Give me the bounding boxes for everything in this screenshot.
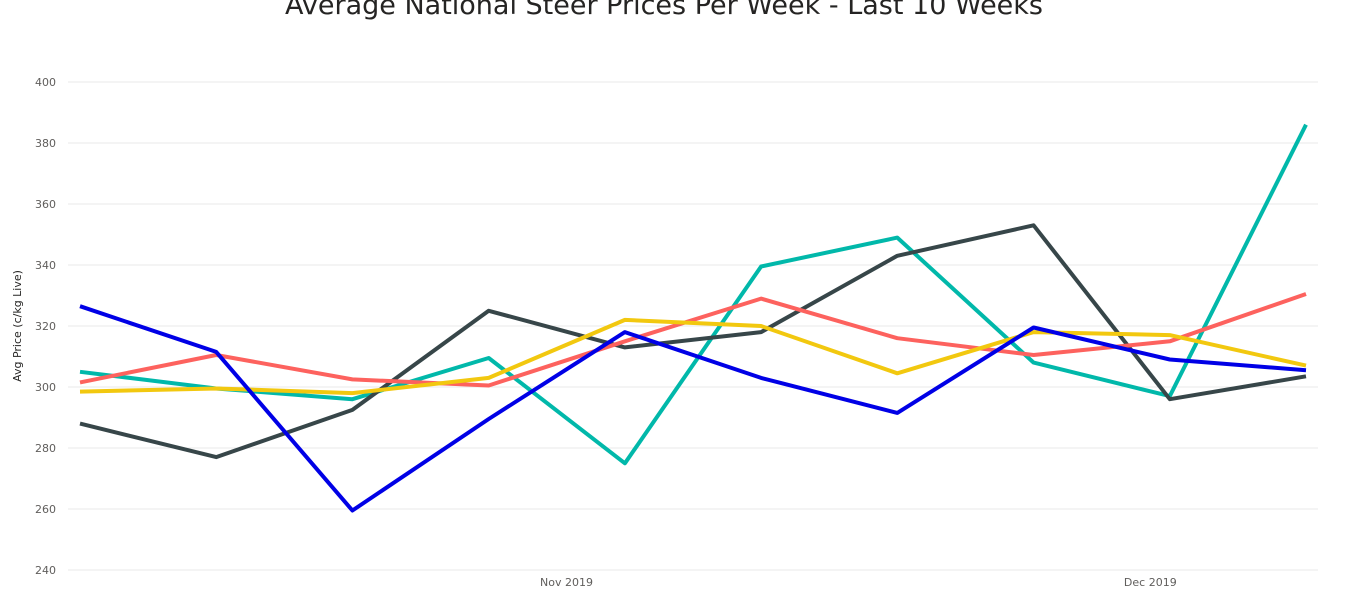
y-axis-ticks: 240 260 280 300 320 340 360 380 400 [35, 76, 56, 577]
series-line-4 [79, 317, 1307, 396]
y-tick-label-280: 280 [35, 442, 56, 455]
y-tick-label-400: 400 [35, 76, 56, 89]
gridlines [68, 81, 1318, 571]
series-line-5 [79, 304, 1307, 513]
y-axis-label: Avg Price (c/kg Live) [11, 270, 24, 382]
y-tick-label-380: 380 [35, 137, 56, 150]
chart-title: Average National Steer Prices Per Week -… [285, 0, 1043, 21]
series-lines [79, 123, 1308, 513]
y-tick-label-320: 320 [35, 320, 56, 333]
y-tick-label-300: 300 [35, 381, 56, 394]
x-tick-label-0: Nov 2019 [540, 576, 593, 589]
y-tick-label-360: 360 [35, 198, 56, 211]
x-axis-ticks: Nov 2019 Dec 2019 [540, 576, 1177, 589]
x-tick-label-1: Dec 2019 [1124, 576, 1177, 589]
y-tick-label-260: 260 [35, 503, 56, 516]
series-line-2 [79, 223, 1307, 460]
y-tick-label-340: 340 [35, 259, 56, 272]
series-line-3 [79, 292, 1307, 388]
series-line-1 [79, 123, 1308, 466]
y-tick-label-240: 240 [35, 564, 56, 577]
